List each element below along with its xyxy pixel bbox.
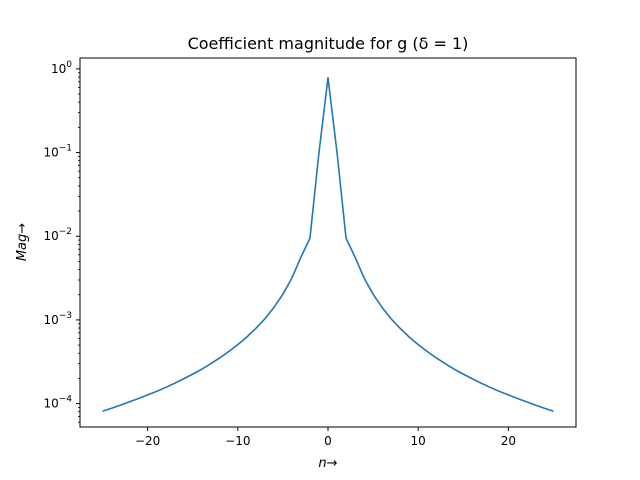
x-axis: −20 −10 0 10 20 bbox=[135, 427, 516, 448]
plot-area: −20 −10 0 10 20 10−4 10−3 10−2 10−1 100 bbox=[43, 57, 577, 448]
x-tick-label: 20 bbox=[501, 434, 516, 448]
y-axis-label: Mag→ bbox=[15, 223, 30, 261]
y-tick-label: 10−2 bbox=[43, 227, 72, 243]
x-tick-label: 10 bbox=[411, 434, 426, 448]
y-tick-label: 10−3 bbox=[43, 311, 72, 327]
x-axis-label: n→ bbox=[318, 456, 337, 471]
series-line bbox=[102, 76, 554, 412]
chart-title: Coefficient magnitude for g (δ = 1) bbox=[188, 34, 469, 53]
x-tick-label: −10 bbox=[225, 434, 250, 448]
series-layer bbox=[102, 76, 554, 412]
y-tick-label: 10−4 bbox=[43, 395, 72, 411]
x-tick-label: −20 bbox=[135, 434, 160, 448]
y-tick-label: 100 bbox=[51, 60, 72, 76]
y-axis: 10−4 10−3 10−2 10−1 100 bbox=[43, 60, 80, 423]
x-tick-label: 0 bbox=[324, 434, 332, 448]
y-tick-label: 10−1 bbox=[43, 144, 72, 160]
